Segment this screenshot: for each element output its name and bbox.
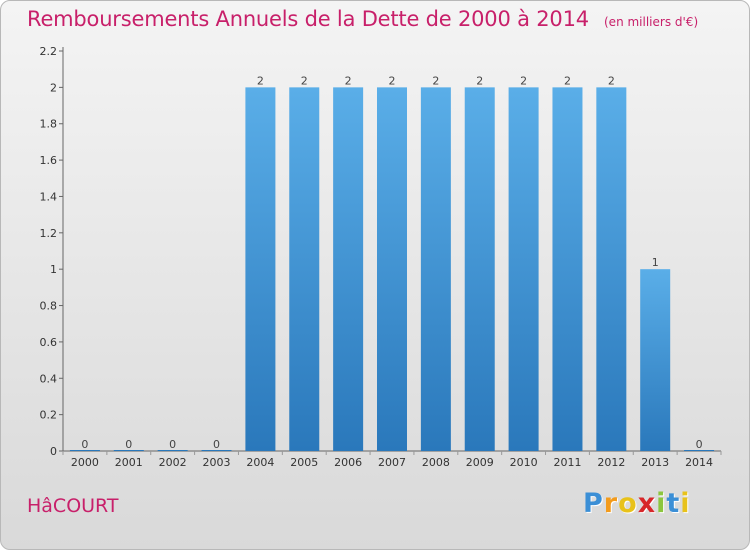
x-tick-label: 2011 xyxy=(553,456,581,469)
bar-2002 xyxy=(157,450,188,451)
bar-2004 xyxy=(245,87,276,451)
data-labels: 0 0 0 0 2 2 2 2 2 2 2 2 2 1 0 xyxy=(81,74,702,451)
data-label: 2 xyxy=(345,74,352,87)
data-label: 2 xyxy=(476,74,483,87)
y-tick-label: 0.6 xyxy=(40,336,58,349)
data-label: 1 xyxy=(652,256,659,269)
logo-letter: r xyxy=(603,488,619,519)
x-tick-label: 2005 xyxy=(290,456,318,469)
y-axis: 0 0.2 0.4 0.6 0.8 1 1.2 1.4 1.6 1.8 2 2.2 xyxy=(40,45,64,458)
bar-2001 xyxy=(113,450,144,451)
data-label: 2 xyxy=(608,74,615,87)
x-tick-label: 2013 xyxy=(641,456,669,469)
x-tick-label: 2002 xyxy=(159,456,187,469)
data-label: 2 xyxy=(520,74,527,87)
bar-2005 xyxy=(289,87,320,451)
y-tick-label: 1.4 xyxy=(40,190,58,203)
x-tick-label: 2007 xyxy=(378,456,406,469)
x-tick-label: 2008 xyxy=(422,456,450,469)
data-label: 0 xyxy=(169,438,176,451)
bar-2014 xyxy=(684,450,715,451)
logo-letter: i xyxy=(656,488,667,519)
bar-2010 xyxy=(508,87,539,451)
bars xyxy=(69,87,715,451)
bar-2011 xyxy=(552,87,583,451)
data-label: 2 xyxy=(389,74,396,87)
bar-2012 xyxy=(596,87,627,451)
data-label: 0 xyxy=(213,438,220,451)
bar-2009 xyxy=(464,87,495,451)
x-tick-label: 2010 xyxy=(510,456,538,469)
logo-letter: t xyxy=(666,488,681,519)
y-tick-label: 0.4 xyxy=(40,372,58,385)
commune-name: HâCOURT xyxy=(27,495,119,517)
y-tick-label: 1.2 xyxy=(40,227,58,240)
y-tick-label: 2.2 xyxy=(40,45,58,58)
proxiti-logo: Proxiti xyxy=(583,488,691,519)
data-label: 0 xyxy=(125,438,132,451)
x-tick-label: 2009 xyxy=(466,456,494,469)
data-label: 0 xyxy=(696,438,703,451)
data-label: 0 xyxy=(81,438,88,451)
chart-title: Remboursements Annuels de la Dette de 20… xyxy=(27,7,589,31)
y-tick-label: 0.2 xyxy=(40,409,58,422)
x-tick-label: 2003 xyxy=(203,456,231,469)
bar-2008 xyxy=(420,87,451,451)
data-label: 2 xyxy=(257,74,264,87)
y-tick-label: 1.8 xyxy=(40,118,58,131)
chart-subtitle: (en milliers d'€) xyxy=(604,15,699,29)
y-tick-label: 1.6 xyxy=(40,154,58,167)
logo-letter: i xyxy=(680,488,691,519)
y-tick-label: 0.8 xyxy=(40,300,58,313)
chart-header: Remboursements Annuels de la Dette de 20… xyxy=(27,7,698,31)
bar-2007 xyxy=(377,87,407,451)
x-tick-label: 2004 xyxy=(246,456,274,469)
x-tick-label: 2006 xyxy=(334,456,362,469)
x-tick-label: 2001 xyxy=(115,456,143,469)
bar-2006 xyxy=(333,87,364,451)
y-tick-label: 1 xyxy=(50,263,57,276)
data-label: 2 xyxy=(432,74,439,87)
y-tick-label: 2 xyxy=(50,81,57,94)
x-tick-label: 2014 xyxy=(685,456,713,469)
x-axis: 2000 2001 2002 2003 2004 2005 2006 2007 2008 2009… xyxy=(62,450,722,469)
bar-2000 xyxy=(69,450,100,451)
logo-letter: o xyxy=(618,488,638,519)
bar-2013 xyxy=(640,269,671,451)
bar-2003 xyxy=(201,450,232,451)
x-tick-label: 2012 xyxy=(597,456,625,469)
data-label: 2 xyxy=(564,74,571,87)
logo-letter: x xyxy=(637,488,657,519)
logo-letter: P xyxy=(583,488,604,519)
x-tick-label: 2000 xyxy=(71,456,99,469)
data-label: 2 xyxy=(301,74,308,87)
y-tick-label: 0 xyxy=(50,445,57,458)
